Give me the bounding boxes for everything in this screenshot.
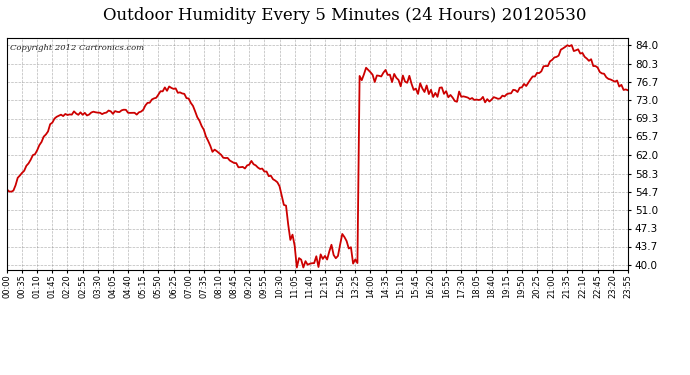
- Text: Outdoor Humidity Every 5 Minutes (24 Hours) 20120530: Outdoor Humidity Every 5 Minutes (24 Hou…: [104, 8, 586, 24]
- Text: Copyright 2012 Cartronics.com: Copyright 2012 Cartronics.com: [10, 45, 144, 53]
